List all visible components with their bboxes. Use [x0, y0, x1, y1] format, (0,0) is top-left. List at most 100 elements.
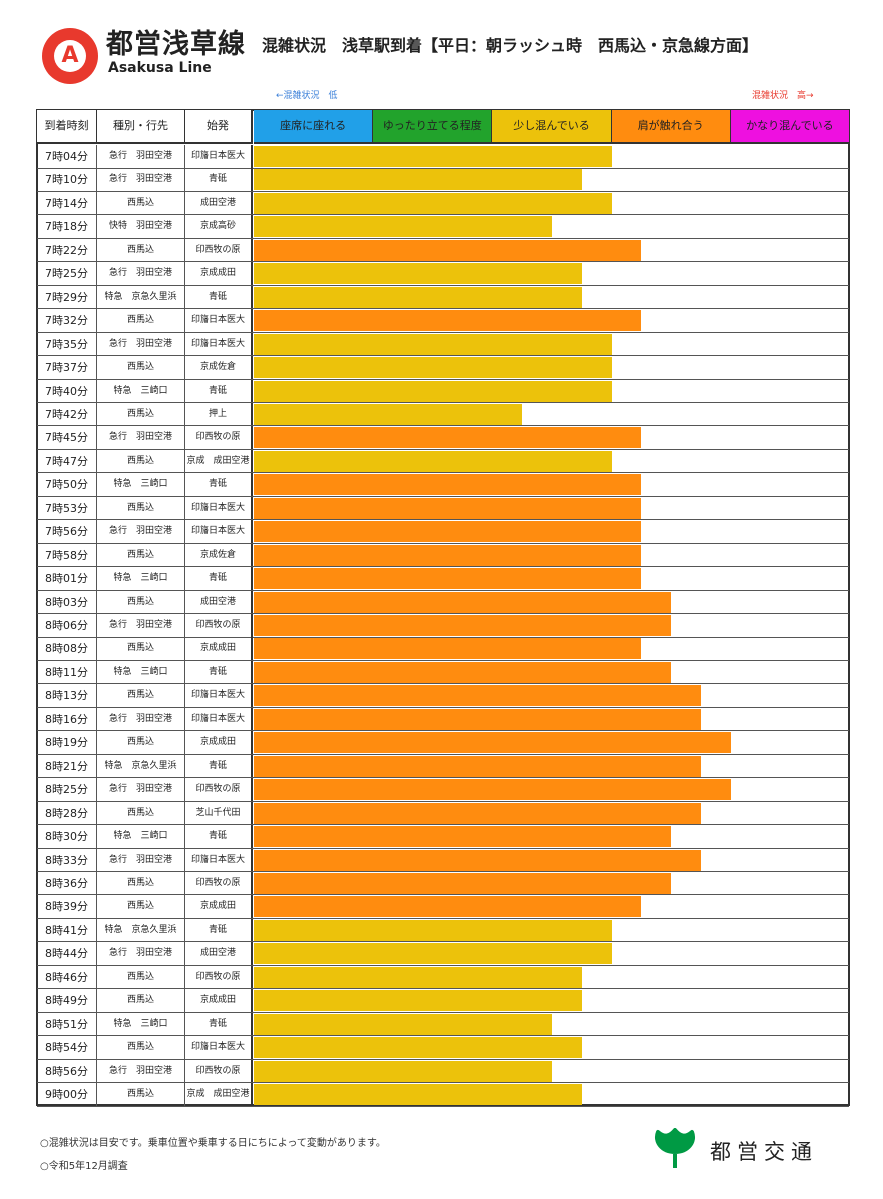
train-type-destination: 西馬込 — [97, 590, 185, 614]
origin-station: 印西牧の原 — [185, 965, 253, 989]
origin-station: 印旛日本医大 — [185, 1036, 253, 1059]
table-row: 8時36分 西馬込 印西牧の原 — [37, 871, 849, 896]
table-row: 7時22分 西馬込 印西牧の原 — [37, 238, 849, 263]
origin-station: 成田空港 — [185, 590, 253, 614]
congestion-bar — [254, 826, 672, 848]
congestion-bar — [254, 779, 731, 801]
train-type-destination: 急行 羽田空港 — [97, 942, 185, 965]
congestion-bar — [254, 661, 672, 683]
arrival-time: 7時37分 — [37, 356, 97, 379]
arrival-time: 8時19分 — [37, 731, 97, 754]
arrival-time: 7時25分 — [37, 262, 97, 285]
origin-station: 芝山千代田 — [185, 801, 253, 825]
arrival-time: 9時00分 — [37, 1083, 97, 1106]
origin-station: 成田空港 — [185, 191, 253, 215]
legend-level-2: ゆったり立てる程度 — [373, 110, 493, 144]
congestion-bar — [254, 990, 582, 1012]
table-row: 9時00分 西馬込 京成 成田空港 — [37, 1083, 849, 1107]
scale-low-label: ←混雑状況 低 — [276, 91, 338, 101]
congestion-bar — [254, 1037, 582, 1059]
arrival-time: 7時29分 — [37, 285, 97, 309]
congestion-bar — [254, 1013, 552, 1035]
table-row: 8時19分 西馬込 京成成田 — [37, 731, 849, 755]
table-row: 8時11分 特急 三崎口 青砥 — [37, 660, 849, 685]
table-row: 7時53分 西馬込 印旛日本医大 — [37, 496, 849, 521]
train-type-destination: 急行 羽田空港 — [97, 426, 185, 449]
train-type-destination: 特急 三崎口 — [97, 567, 185, 590]
origin-station: 押上 — [185, 402, 253, 426]
congestion-bar — [254, 239, 642, 261]
arrival-time: 8時33分 — [37, 848, 97, 871]
congestion-bar — [254, 380, 612, 402]
table-row: 7時58分 西馬込 京成佐倉 — [37, 543, 849, 568]
origin-station: 印西牧の原 — [185, 426, 253, 449]
table-row: 7時32分 西馬込 印旛日本医大 — [37, 309, 849, 333]
arrival-time: 7時58分 — [37, 543, 97, 567]
origin-station: 青砥 — [185, 754, 253, 778]
table-row: 8時56分 急行 羽田空港 印西牧の原 — [37, 1059, 849, 1084]
congestion-bar — [254, 849, 701, 871]
column-header-origin: 始発 — [185, 110, 253, 144]
legend-level-5: かなり混んでいる — [730, 110, 850, 144]
congestion-bar — [254, 497, 642, 519]
train-type-destination: 急行 羽田空港 — [97, 145, 185, 168]
train-type-destination: 西馬込 — [97, 871, 185, 895]
congestion-bar — [254, 591, 672, 613]
train-type-destination: 急行 羽田空港 — [97, 168, 185, 191]
origin-station: 京成 成田空港 — [185, 449, 253, 473]
origin-station: 印西牧の原 — [185, 871, 253, 895]
table-row: 7時14分 西馬込 成田空港 — [37, 191, 849, 216]
train-type-destination: 西馬込 — [97, 731, 185, 754]
train-type-destination: 西馬込 — [97, 309, 185, 332]
legend-level-4: 肩が触れ合う — [611, 110, 731, 144]
arrival-time: 8時41分 — [37, 918, 97, 942]
operator-name: 都営交通 — [710, 1140, 818, 1164]
arrival-time: 8時44分 — [37, 942, 97, 965]
train-type-destination: 特急 三崎口 — [97, 825, 185, 848]
congestion-bar — [254, 474, 642, 496]
train-type-destination: 西馬込 — [97, 191, 185, 215]
origin-station: 印旛日本医大 — [185, 332, 253, 356]
origin-station: 青砥 — [185, 1012, 253, 1036]
arrival-time: 7時53分 — [37, 496, 97, 520]
arrival-time: 8時03分 — [37, 590, 97, 614]
congestion-bar — [254, 1060, 552, 1082]
arrival-time: 8時06分 — [37, 614, 97, 637]
toei-ginkgo-icon — [655, 1128, 695, 1168]
train-type-destination: 西馬込 — [97, 895, 185, 918]
origin-station: 京成成田 — [185, 262, 253, 285]
congestion-bar — [254, 638, 642, 660]
table-row: 8時54分 西馬込 印旛日本医大 — [37, 1036, 849, 1060]
congestion-bar — [254, 192, 612, 214]
arrival-time: 8時25分 — [37, 778, 97, 801]
origin-station: 青砥 — [185, 473, 253, 496]
line-name-en: Asakusa Line — [108, 60, 212, 76]
congestion-bar — [254, 310, 642, 332]
table-row: 8時06分 急行 羽田空港 印西牧の原 — [37, 614, 849, 638]
origin-station: 京成高砂 — [185, 215, 253, 238]
congestion-bar — [254, 1084, 582, 1105]
table-row: 8時33分 急行 羽田空港 印旛日本医大 — [37, 848, 849, 872]
table-row: 8時13分 西馬込 印旛日本医大 — [37, 684, 849, 708]
origin-station: 青砥 — [185, 379, 253, 402]
origin-station: 京成成田 — [185, 731, 253, 754]
train-type-destination: 西馬込 — [97, 238, 185, 262]
origin-station: 青砥 — [185, 660, 253, 684]
origin-station: 印西牧の原 — [185, 1059, 253, 1083]
origin-station: 印旛日本医大 — [185, 496, 253, 520]
asakusa-line-logo: A — [42, 28, 98, 84]
train-type-destination: 急行 羽田空港 — [97, 778, 185, 801]
arrival-time: 7時35分 — [37, 332, 97, 356]
origin-station: 印西牧の原 — [185, 778, 253, 801]
table-row: 7時56分 急行 羽田空港 印旛日本医大 — [37, 520, 849, 544]
congestion-bar — [254, 521, 642, 543]
arrival-time: 7時18分 — [37, 215, 97, 238]
arrival-time: 8時16分 — [37, 707, 97, 731]
arrival-time: 8時39分 — [37, 895, 97, 918]
arrival-time: 7時56分 — [37, 520, 97, 543]
arrival-time: 8時28分 — [37, 801, 97, 825]
table-row: 8時25分 急行 羽田空港 印西牧の原 — [37, 778, 849, 802]
arrival-time: 7時40分 — [37, 379, 97, 402]
arrival-time: 7時50分 — [37, 473, 97, 496]
table-row: 8時08分 西馬込 京成成田 — [37, 637, 849, 661]
